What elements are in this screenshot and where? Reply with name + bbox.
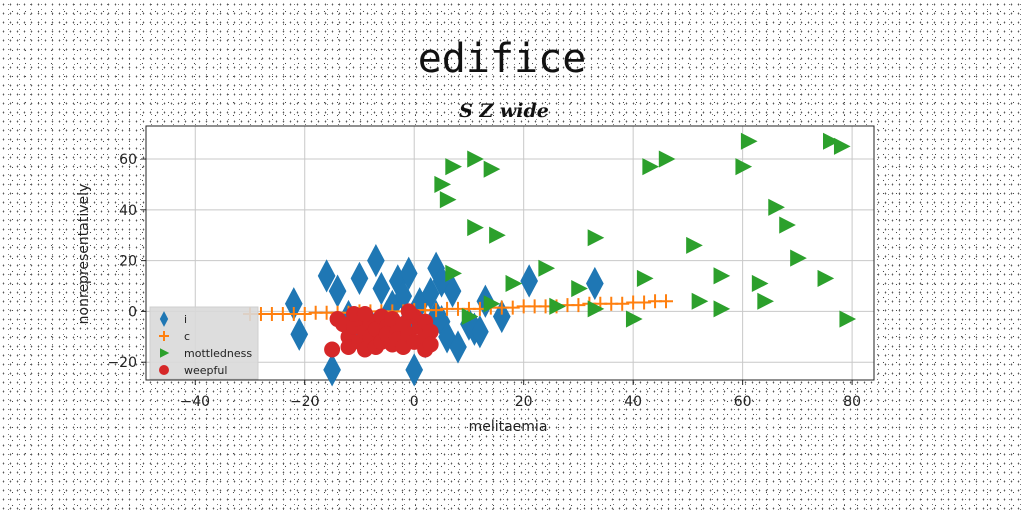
point-mottledness bbox=[483, 160, 501, 178]
legend-marker-mottledness bbox=[160, 348, 170, 358]
x-tick-label: −40 bbox=[180, 394, 210, 410]
point-i bbox=[443, 274, 462, 308]
point-weepful bbox=[400, 303, 417, 320]
point-mottledness bbox=[445, 158, 462, 176]
point-i bbox=[449, 330, 467, 364]
point-i bbox=[520, 264, 538, 298]
point-mottledness bbox=[713, 267, 731, 285]
point-mottledness bbox=[833, 137, 851, 155]
point-mottledness bbox=[757, 292, 774, 310]
chart-title: edifice bbox=[418, 36, 587, 82]
point-c bbox=[615, 296, 630, 311]
point-mottledness bbox=[445, 264, 462, 282]
point-i bbox=[323, 353, 341, 387]
point-mottledness bbox=[587, 229, 605, 247]
series-mottledness bbox=[434, 132, 857, 328]
point-i bbox=[350, 261, 369, 296]
point-mottledness bbox=[751, 274, 769, 293]
point-mottledness bbox=[439, 191, 457, 209]
point-mottledness bbox=[686, 236, 703, 254]
point-mottledness bbox=[839, 310, 857, 328]
plot-frame bbox=[145, 125, 875, 381]
grid-lines bbox=[146, 126, 874, 380]
point-mottledness bbox=[691, 292, 709, 310]
point-weepful bbox=[346, 305, 362, 322]
point-mottledness bbox=[740, 132, 758, 150]
y-ticks: −20 0 20 40 60 bbox=[107, 152, 146, 371]
x-tick-label: 20 bbox=[515, 394, 533, 410]
point-i bbox=[399, 256, 418, 290]
point-mottledness bbox=[538, 259, 556, 277]
plot-area bbox=[146, 126, 874, 380]
legend-marker-c bbox=[159, 331, 169, 341]
y-axis-label: nonrepresentatively bbox=[76, 184, 92, 325]
x-tick-label: 40 bbox=[624, 394, 642, 410]
point-c bbox=[297, 306, 312, 321]
point-mottledness bbox=[434, 175, 452, 193]
point-mottledness bbox=[658, 150, 676, 168]
point-i bbox=[317, 259, 336, 293]
point-mottledness bbox=[483, 295, 501, 313]
point-c bbox=[429, 303, 444, 318]
legend-label-mottledness: mottledness bbox=[184, 347, 252, 360]
x-tick-label: −20 bbox=[290, 394, 320, 410]
chart-subtitle: S Z wide bbox=[459, 100, 549, 122]
legend-marker-i bbox=[159, 311, 169, 327]
point-mottledness bbox=[768, 198, 785, 216]
y-tick-label: 0 bbox=[128, 304, 137, 320]
point-mottledness bbox=[505, 274, 523, 293]
point-weepful bbox=[422, 336, 439, 353]
series-weepful bbox=[324, 303, 439, 358]
x-ticks: −40 −20 0 20 40 60 80 bbox=[180, 380, 861, 410]
legend-label-i: i bbox=[184, 313, 187, 326]
y-tick-label: 20 bbox=[119, 254, 137, 270]
x-tick-label: 80 bbox=[843, 394, 861, 410]
point-i bbox=[586, 266, 604, 301]
y-tick-label: 40 bbox=[119, 203, 137, 219]
legend-label-c: c bbox=[184, 330, 190, 343]
point-mottledness bbox=[636, 269, 654, 287]
point-mottledness bbox=[587, 300, 605, 318]
point-mottledness bbox=[779, 216, 796, 234]
y-tick-label: 60 bbox=[119, 152, 137, 168]
point-mottledness bbox=[467, 219, 484, 237]
x-axis-label: melitaemia bbox=[469, 419, 548, 435]
x-tick-label: 0 bbox=[410, 394, 419, 410]
point-mottledness bbox=[817, 269, 835, 287]
point-c bbox=[505, 300, 520, 315]
point-i bbox=[405, 353, 424, 387]
point-weepful bbox=[356, 305, 373, 322]
point-mottledness bbox=[642, 158, 660, 176]
point-mottledness bbox=[549, 297, 566, 315]
point-mottledness bbox=[823, 132, 840, 150]
data-points bbox=[243, 132, 857, 387]
point-i bbox=[367, 243, 385, 278]
legend: ic mottledness weepful bbox=[149, 306, 259, 380]
point-mottledness bbox=[625, 310, 643, 328]
x-tick-label: 60 bbox=[734, 394, 752, 410]
point-c bbox=[637, 295, 652, 310]
point-weepful bbox=[422, 323, 439, 340]
point-mottledness bbox=[735, 158, 753, 176]
point-weepful bbox=[324, 341, 341, 358]
point-mottledness bbox=[489, 226, 506, 244]
point-mottledness bbox=[467, 150, 484, 168]
point-mottledness bbox=[571, 280, 588, 298]
point-i bbox=[471, 315, 489, 349]
y-tick-label: −20 bbox=[107, 355, 137, 371]
point-mottledness bbox=[461, 307, 479, 326]
point-i bbox=[290, 317, 309, 351]
point-c bbox=[659, 294, 673, 309]
legend-marker-weepful bbox=[159, 365, 169, 375]
legend-label-weepful: weepful bbox=[184, 364, 227, 377]
point-c bbox=[571, 298, 586, 313]
point-mottledness bbox=[713, 300, 731, 318]
point-mottledness bbox=[790, 249, 807, 267]
